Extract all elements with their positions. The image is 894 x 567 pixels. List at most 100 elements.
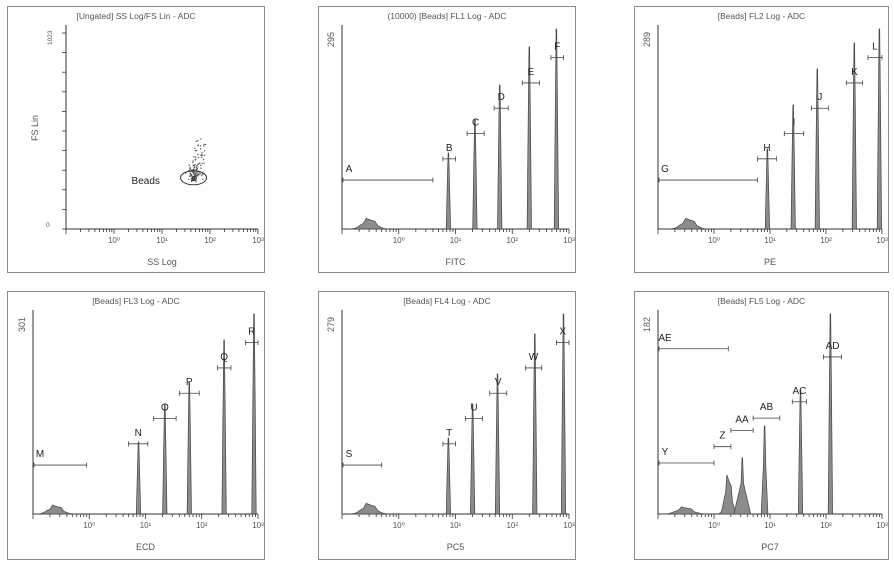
x-tick-label: 10³ (252, 521, 264, 530)
x-axis-label: ECD (136, 542, 156, 552)
scatter-point (196, 165, 198, 167)
gate-marker-label: E (527, 67, 534, 78)
histogram-peak (497, 84, 503, 230)
y-tick-label: 1023 (47, 30, 54, 45)
x-tick-label: 10² (820, 521, 832, 530)
scatter-point (190, 178, 193, 180)
y-max-label: 295 (326, 32, 336, 47)
chart-panel: [Ungated] SS Log/FS Lin - ADC 10⁰ 10¹ 10² 10… (7, 6, 265, 273)
histogram-peak (472, 118, 478, 230)
x-tick-label: 10¹ (764, 236, 776, 245)
scatter-point (203, 162, 205, 164)
scatter-point (188, 175, 191, 177)
scatter-point (188, 164, 190, 166)
scatter-point (199, 164, 202, 167)
scatter-point (189, 166, 191, 168)
axis-lines (657, 25, 882, 230)
axis-lines (341, 25, 569, 230)
scatter-point (194, 149, 196, 152)
x-axis-label: SS Log (147, 257, 177, 267)
scatter-point (197, 175, 199, 177)
histogram-peak (814, 68, 820, 230)
x-tick-label: 10² (506, 521, 518, 530)
scatter-point (194, 147, 196, 150)
histogram-peak (668, 217, 709, 230)
scatter-point (191, 177, 194, 179)
gate-marker-label: C (472, 118, 479, 129)
chart-svg: (10000) [Beads] FL1 Log - ADC 10⁰ 10¹ 10² 10… (326, 11, 575, 267)
scatter-point (193, 164, 195, 166)
scatter-point (203, 154, 206, 156)
gate-marker-label: AA (735, 414, 749, 425)
chart-title: [Beads] FL4 Log - ADC (403, 296, 490, 306)
histogram-peak (764, 148, 770, 230)
x-tick-label: 10¹ (156, 236, 168, 245)
scatter-point (204, 143, 207, 146)
scatter-point (195, 178, 197, 180)
histogram-peak (348, 217, 390, 230)
x-tick-label: 10³ (876, 521, 888, 530)
axis-lines (65, 25, 258, 230)
gate-region (180, 170, 208, 186)
histogram-peak (445, 437, 451, 515)
histogram-peak (526, 46, 532, 230)
chart-panel: [Beads] FL5 Log - ADC 10⁰ 10¹ 10² 10³ PC7 182 Y… (634, 291, 889, 560)
gate-marker-label: Z (719, 431, 725, 442)
chart-title: [Beads] FL5 Log - ADC (718, 296, 805, 306)
x-tick-label: 10⁰ (393, 521, 405, 530)
x-tick-label: 10³ (563, 236, 575, 245)
scatter-point (192, 171, 194, 173)
x-tick-label: 10¹ (140, 521, 152, 530)
scatter-point (197, 173, 199, 175)
x-tick-label: 10² (506, 236, 518, 245)
gate-marker-label: AB (760, 402, 774, 413)
gate-marker-label: M (36, 449, 44, 460)
histogram-peak (827, 313, 833, 515)
chart-svg: [Beads] FL4 Log - ADC 10⁰ 10¹ 10² 10³ PC5 279 S… (326, 296, 575, 552)
histogram-peak (662, 506, 708, 515)
scatter-point (199, 148, 202, 150)
y-max-label: 182 (642, 317, 652, 332)
histogram-peak (851, 42, 857, 230)
chart-svg: [Beads] FL3 Log - ADC 10⁰ 10¹ 10² 10³ ECD 301 M… (17, 296, 264, 552)
scatter-point (195, 166, 197, 168)
gate-marker-label: G (661, 164, 669, 175)
scatter-point (190, 175, 193, 177)
chart-svg: [Ungated] SS Log/FS Lin - ADC 10⁰ 10¹ 10² 10… (30, 11, 264, 267)
gate-marker-label: N (135, 428, 142, 439)
histogram-peak (186, 381, 192, 515)
x-axis-label: PE (764, 257, 776, 267)
scatter-point (201, 162, 203, 165)
scatter-point (194, 159, 196, 161)
x-tick-label: 10⁰ (108, 236, 120, 245)
x-axis-label: PC7 (761, 542, 779, 552)
scatter-point (196, 149, 198, 152)
gate-marker-label: A (346, 164, 353, 175)
scatter-point (188, 178, 190, 180)
gate-region-label: S (191, 176, 196, 183)
scatter-point (200, 167, 202, 169)
histogram-peak (553, 28, 559, 230)
histogram-peak (760, 425, 769, 515)
scatter-point (193, 167, 195, 169)
x-tick-label: 10² (204, 236, 216, 245)
y-max-label: 301 (17, 317, 27, 332)
scatter-point (192, 160, 194, 162)
chart-svg: [Beads] FL5 Log - ADC 10⁰ 10¹ 10² 10³ PC7 182 Y… (642, 296, 888, 552)
x-tick-label: 10² (820, 236, 832, 245)
scatter-point (195, 140, 197, 143)
x-tick-label: 10¹ (764, 521, 776, 530)
scatter-point (192, 172, 195, 174)
gate-marker-label: D (498, 92, 505, 103)
gate-marker-label: Q (220, 352, 228, 363)
scatter-point (193, 168, 195, 170)
gate-marker-label: Y (662, 447, 669, 458)
gate-marker-label: U (470, 403, 477, 414)
chart-panel: [Beads] FL3 Log - ADC 10⁰ 10¹ 10² 10³ ECD 301 M… (7, 291, 265, 560)
histogram-peak (876, 28, 882, 230)
histogram-peak (162, 403, 168, 515)
y-axis-label: FS Lin (30, 115, 40, 141)
chart-svg: [Beads] FL2 Log - ADC 10⁰ 10¹ 10² 10³ PE 289 G H… (642, 11, 888, 267)
histogram-peak (445, 152, 451, 230)
gate-marker-label: AD (826, 341, 840, 352)
